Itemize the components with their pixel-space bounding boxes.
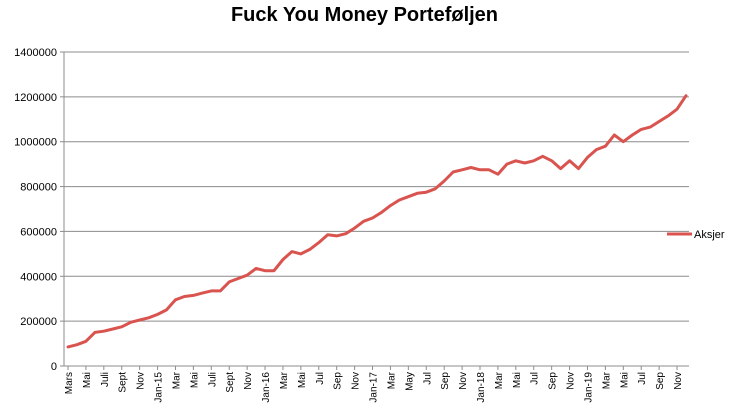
x-tick-label: Jul: [315, 372, 326, 385]
y-tick-label: 1000000: [14, 137, 57, 149]
x-tick-label: Mar: [279, 371, 290, 389]
x-tick-label: Mai: [619, 372, 630, 388]
x-tick-label: Sept: [118, 372, 129, 393]
x-tick-label: Mai: [189, 372, 200, 388]
legend: Aksjer: [667, 229, 725, 241]
x-tick-label: Nov: [458, 372, 469, 390]
x-tick-label: Sept: [225, 372, 236, 393]
x-tick-label: Sep: [548, 372, 559, 390]
x-tick-label: Mar: [494, 371, 505, 389]
x-tick-label: Nov: [566, 372, 577, 390]
x-tick-label: Jan-18: [476, 372, 487, 403]
y-axis-ticks: 0 200000 400000 600000 800000 1000000 1200000 1…: [14, 47, 64, 373]
x-tick-label: Sep: [333, 372, 344, 390]
x-tick-label: Jan-17: [369, 372, 380, 403]
x-tick-label: Mai: [512, 372, 523, 388]
x-tick-label: Mar: [601, 371, 612, 389]
y-tick-label: 1400000: [14, 47, 57, 59]
x-tick-label: Jan-16: [261, 372, 272, 403]
x-tick-label: Juli: [207, 372, 218, 387]
x-tick-label: Sep: [655, 372, 666, 390]
x-tick-label: Jul: [530, 372, 541, 385]
x-tick-label: Nov: [243, 372, 254, 390]
y-tick-label: 0: [51, 361, 57, 373]
x-tick-label: Jul: [637, 372, 648, 385]
x-tick-label: Mai: [297, 372, 308, 388]
x-tick-label: Nov: [351, 372, 362, 390]
x-tick-label: Nov: [136, 372, 147, 390]
series-line-aksjer: [66, 94, 688, 349]
x-axis-ticks: Mars Mai Juli Sept Nov Jan-15 Mar Mai Juli Sept No…: [64, 366, 684, 403]
y-tick-label: 1200000: [14, 92, 57, 104]
y-tick-label: 200000: [20, 316, 57, 328]
y-tick-label: 400000: [20, 271, 57, 283]
x-tick-label: Mai: [82, 372, 93, 388]
x-tick-label: Juli: [100, 372, 111, 387]
x-tick-label: Nov: [673, 372, 684, 390]
y-tick-label: 800000: [20, 182, 57, 194]
grid-lines: [64, 51, 689, 322]
x-tick-label: Jan-15: [154, 372, 165, 403]
x-tick-label: Mar: [171, 371, 182, 389]
series-layer: [66, 94, 688, 349]
x-tick-label: Mar: [386, 371, 397, 389]
chart-title: Fuck You Money Porteføljen: [230, 4, 499, 26]
y-tick-label: 600000: [20, 226, 57, 238]
legend-label: Aksjer: [694, 229, 725, 241]
x-tick-label: Jul: [422, 372, 433, 385]
x-tick-label: May: [404, 372, 415, 391]
x-tick-label: Jan-19: [583, 372, 594, 403]
x-tick-label: Mars: [64, 372, 75, 394]
x-tick-label: Sep: [440, 372, 451, 390]
axes: [63, 52, 689, 367]
